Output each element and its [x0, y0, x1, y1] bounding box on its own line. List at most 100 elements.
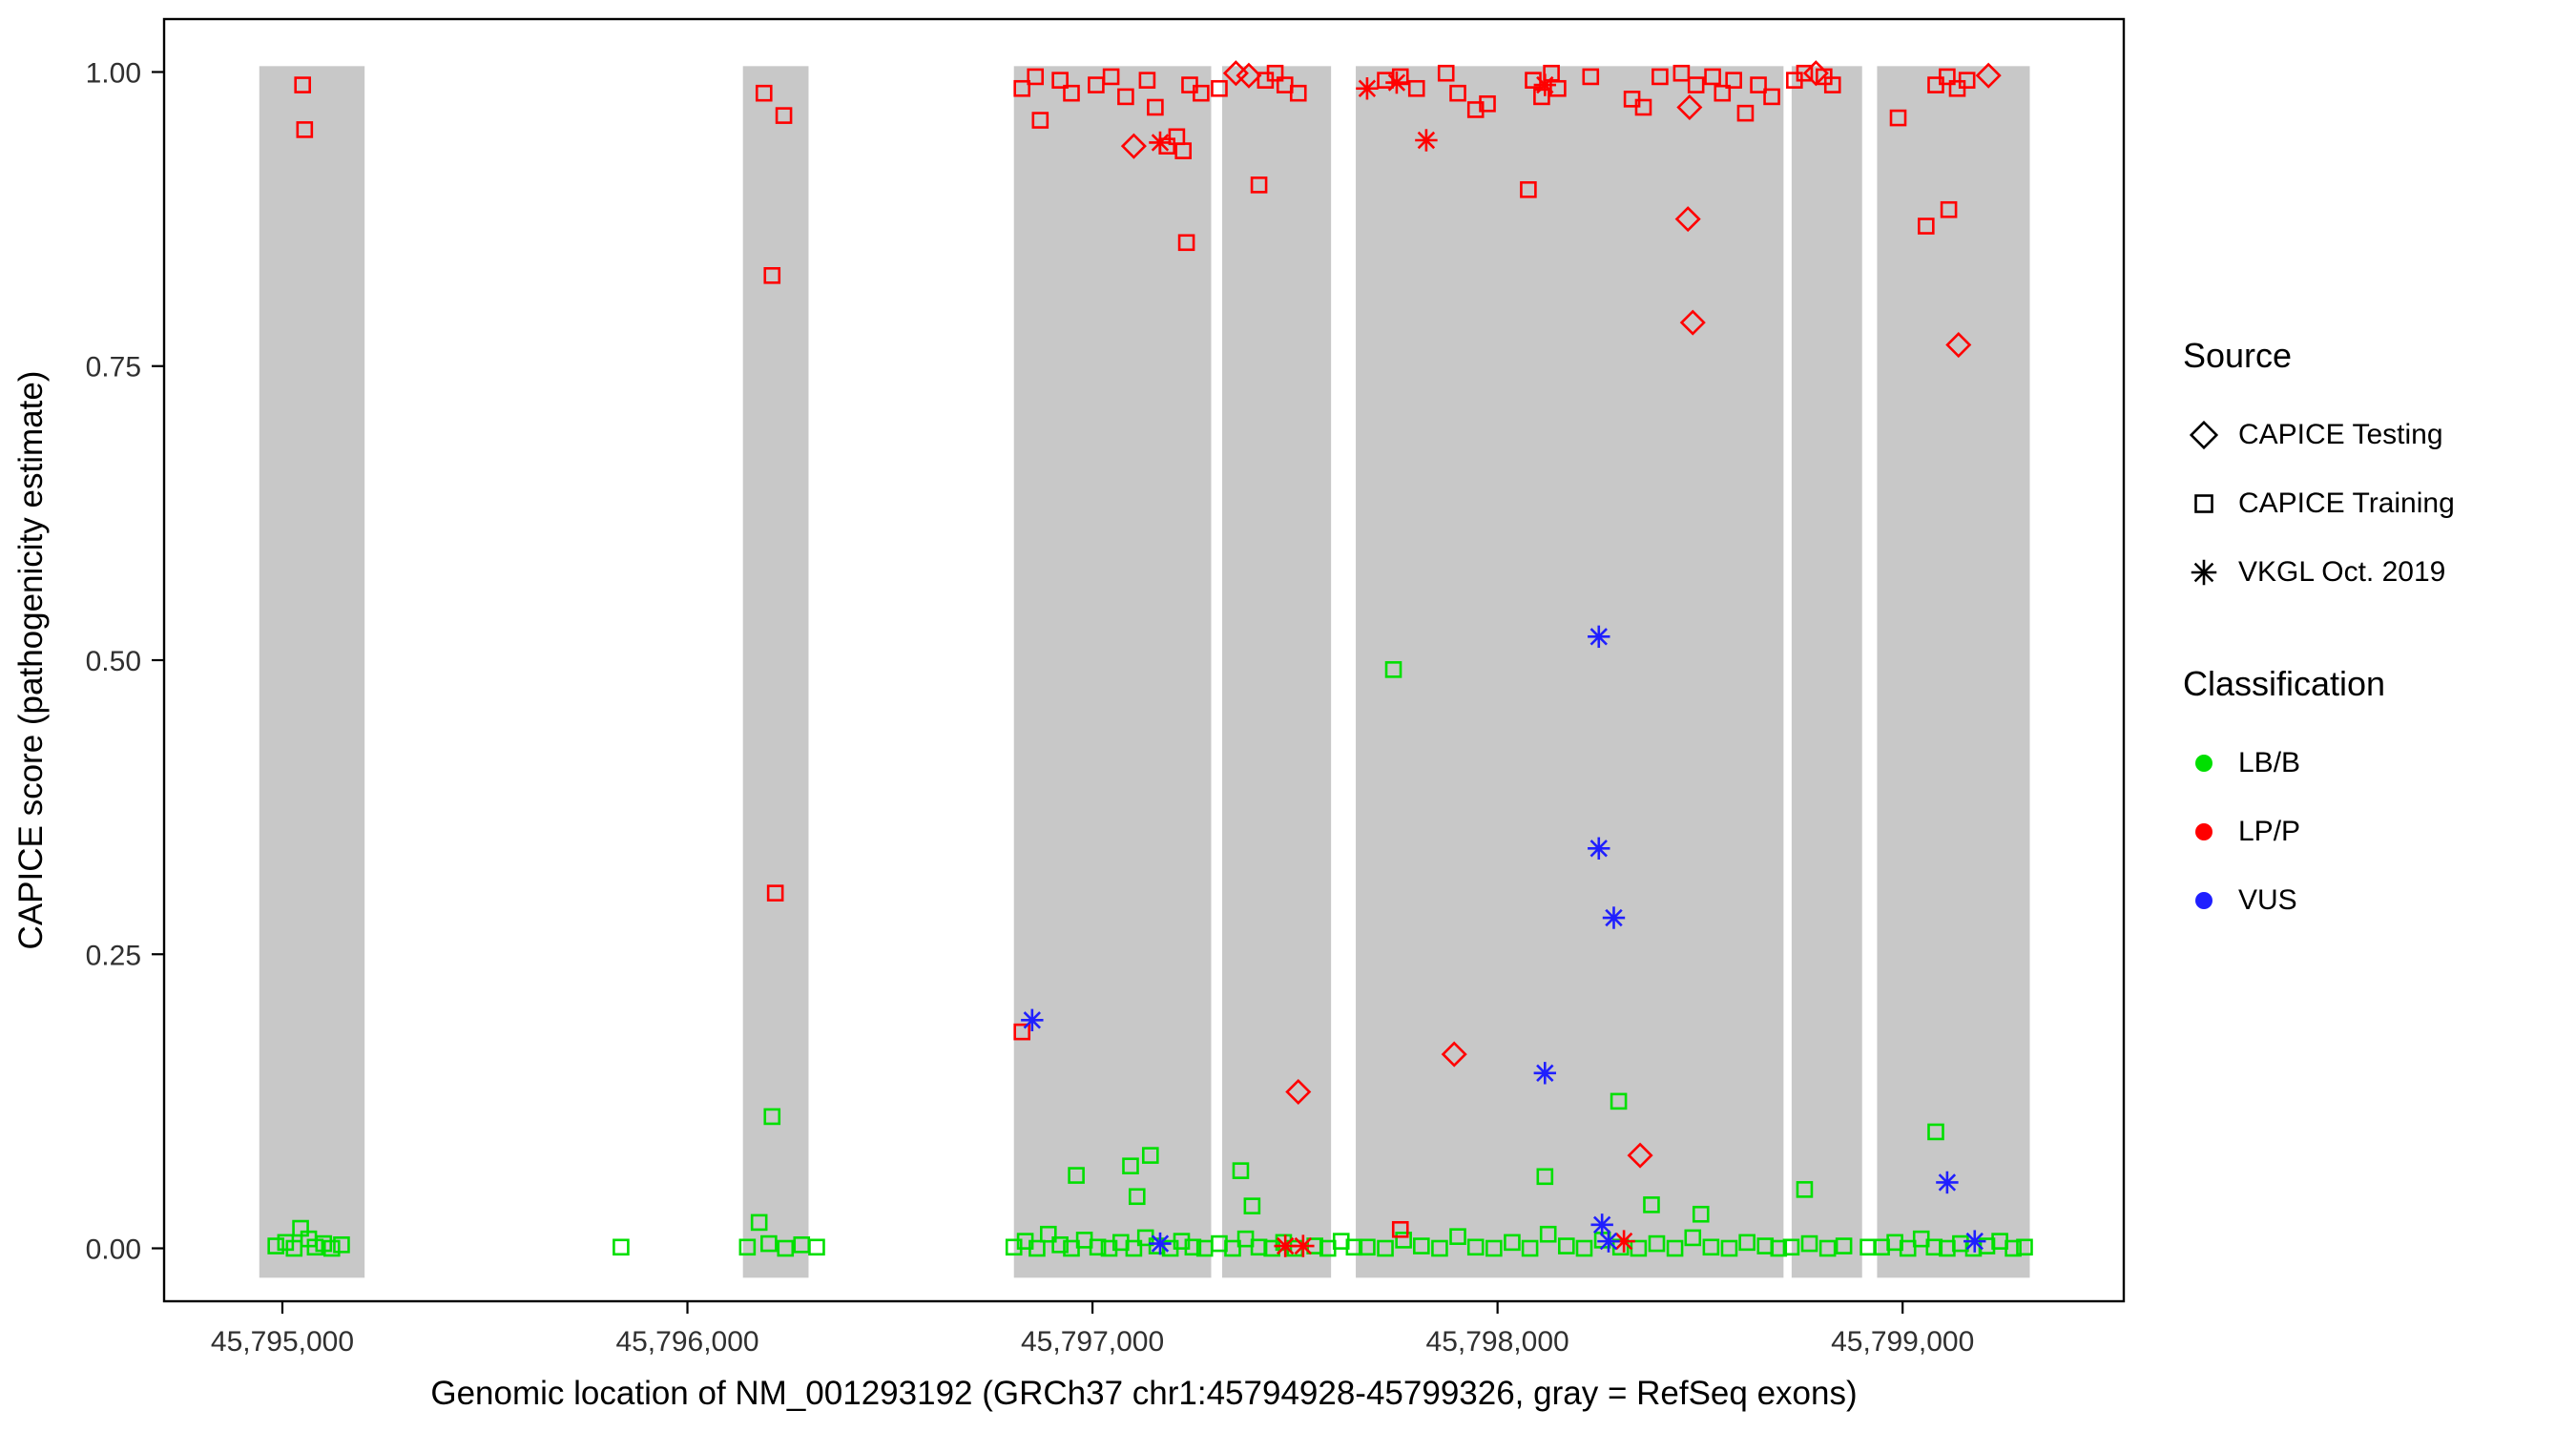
diamond-icon [2183, 416, 2225, 454]
data-point [1763, 88, 1780, 106]
legend-item-vkgl-oct-2019: VKGL Oct. 2019 [2183, 538, 2565, 607]
dot-mark [2195, 823, 2212, 840]
data-point [1796, 64, 1814, 82]
data-point [1736, 104, 1755, 122]
data-point [2016, 1238, 2033, 1256]
data-point [1750, 76, 1767, 93]
data-point [1292, 1234, 1315, 1257]
data-point [333, 1236, 350, 1254]
data-point [775, 107, 793, 124]
data-point [306, 1238, 324, 1256]
data-point [1128, 1188, 1146, 1206]
data-point [1112, 1234, 1130, 1252]
data-point [2005, 1239, 2022, 1257]
data-point [1147, 98, 1164, 116]
data-point [1588, 837, 1610, 860]
data-point [1782, 1238, 1800, 1256]
data-point [1005, 1238, 1023, 1256]
data-point [1674, 206, 1701, 233]
data-point [1602, 906, 1626, 929]
exon-band [259, 66, 365, 1278]
data-point [1634, 98, 1652, 116]
data-point [1141, 1147, 1159, 1164]
data-point [1122, 1157, 1139, 1175]
data-point [1687, 76, 1705, 93]
data-point [1149, 1232, 1172, 1255]
data-point [1028, 1239, 1046, 1257]
exon-band [1877, 66, 2030, 1278]
data-point [1415, 129, 1438, 152]
data-point [1684, 1229, 1702, 1247]
exon-band [1221, 66, 1332, 1278]
dot-mark [2195, 755, 2212, 772]
legend-source-items: CAPICE Testing CAPICE Training VKGL Oct. 2… [2183, 401, 2565, 607]
data-point [1391, 1220, 1409, 1238]
dot-icon [2183, 813, 2225, 851]
legend-item-label: CAPICE Training [2238, 487, 2455, 519]
data-point [1533, 1062, 1557, 1085]
data-point [1407, 79, 1425, 97]
data-point [1818, 1239, 1837, 1257]
exon-band [742, 66, 809, 1278]
x-tick-label: 45,799,000 [1831, 1326, 1974, 1358]
legend-classification-group: Classification LB/B LP/P VUS [2183, 664, 2565, 935]
data-point [766, 884, 784, 902]
data-point [1173, 1233, 1191, 1250]
data-point [1332, 1233, 1350, 1250]
data-point [1385, 71, 1408, 94]
data-point [1504, 1234, 1521, 1252]
data-point [1588, 625, 1610, 649]
data-point [1384, 661, 1402, 678]
exon-bands [259, 66, 2030, 1278]
data-point [2194, 494, 2213, 513]
data-point [1250, 176, 1268, 194]
data-point [777, 1239, 795, 1257]
dot-mark [2195, 892, 2212, 909]
y-axis-title: CAPICE score (pathogenicity estimate) [12, 371, 50, 950]
asterisk-icon [2183, 553, 2225, 591]
data-point [296, 121, 314, 138]
data-point [1250, 1238, 1268, 1256]
y-tick-label: 1.00 [86, 57, 141, 89]
data-point [1395, 1232, 1412, 1249]
data-point [1193, 84, 1210, 102]
legend-item-lp-p: LP/P [2183, 798, 2565, 866]
data-point [1289, 84, 1307, 102]
data-point [1449, 1228, 1466, 1245]
legend: Source CAPICE Testing CAPICE Training VKGL… [2183, 336, 2565, 992]
data-point [1582, 68, 1600, 86]
data-point [1441, 1041, 1467, 1068]
data-point [738, 1238, 757, 1256]
data-point [1738, 1234, 1755, 1252]
data-point [1725, 72, 1742, 89]
data-point [1770, 1239, 1788, 1257]
data-point [1413, 1237, 1430, 1255]
data-point [1021, 1008, 1044, 1032]
data-point [1610, 1092, 1628, 1110]
x-tick-label: 45,795,000 [211, 1326, 354, 1358]
data-point [1520, 180, 1537, 198]
data-point [1100, 1239, 1118, 1257]
data-point [1704, 68, 1721, 86]
data-point [1031, 112, 1049, 129]
data-point [1952, 1234, 1969, 1253]
data-point [1558, 1237, 1575, 1255]
axes: 45,795,000 45,796,000 45,797,000 45,798,000… [86, 57, 1975, 1358]
legend-item-vus: VUS [2183, 866, 2565, 935]
data-point [1485, 1239, 1503, 1257]
exon-band [1791, 66, 1862, 1278]
data-point [1714, 84, 1732, 102]
data-point [1643, 1196, 1660, 1213]
data-point [1125, 1239, 1143, 1257]
data-point [1068, 1167, 1085, 1184]
legend-item-capice-training: CAPICE Training [2183, 469, 2565, 538]
data-point [1627, 1142, 1653, 1169]
data-point [1117, 88, 1134, 106]
legend-source-group: Source CAPICE Testing CAPICE Training VKGL… [2183, 336, 2565, 607]
legend-classification-items: LB/B LP/P VUS [2183, 729, 2565, 935]
data-point [1975, 62, 2002, 89]
data-point [750, 1213, 768, 1232]
data-point [1479, 94, 1496, 113]
data-point [1652, 68, 1669, 86]
